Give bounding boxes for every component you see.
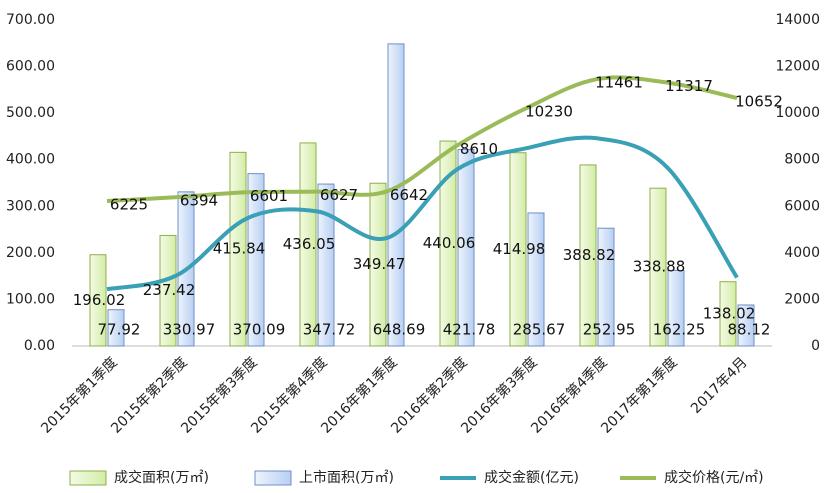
value-label: 388.82	[563, 246, 616, 264]
y-tick-label: 100.00	[6, 291, 55, 307]
value-label: 6627	[320, 186, 358, 204]
y-tick-label: 600.00	[6, 59, 55, 75]
y2-tick-label: 14000	[775, 12, 820, 28]
y2-tick-label: 0	[811, 338, 820, 354]
legend-label: 成交面积(万㎡)	[114, 469, 209, 486]
value-label: 6642	[390, 186, 428, 204]
bar	[159, 234, 177, 347]
value-label: 421.78	[443, 321, 496, 339]
legend-swatch	[254, 470, 292, 486]
value-label: 8610	[460, 140, 498, 158]
value-label: 10230	[525, 102, 573, 120]
value-label: 330.97	[163, 321, 216, 339]
y2-tick-label: 12000	[775, 59, 820, 75]
value-label: 11317	[665, 77, 713, 95]
y-tick-label: 200.00	[6, 245, 55, 261]
bar	[457, 149, 475, 347]
y-tick-label: 0.00	[24, 338, 55, 354]
value-label: 162.25	[653, 321, 706, 339]
value-label: 436.05	[283, 235, 336, 253]
y2-tick-label: 10000	[775, 105, 820, 121]
y-tick-label: 400.00	[6, 152, 55, 168]
value-label: 338.88	[633, 258, 686, 276]
value-label: 252.95	[583, 321, 636, 339]
bar	[317, 183, 335, 347]
legend-label: 成交价格(元/㎡)	[664, 469, 764, 486]
bar	[387, 43, 405, 347]
value-label: 6601	[250, 187, 288, 205]
legend-label: 上市面积(万㎡)	[299, 469, 394, 486]
line	[106, 135, 739, 292]
bar	[579, 164, 597, 347]
bar	[229, 151, 247, 347]
bar	[439, 140, 457, 347]
value-label: 196.02	[73, 291, 126, 309]
value-label: 138.02	[703, 304, 756, 322]
value-label: 88.12	[728, 321, 771, 339]
bar	[369, 182, 387, 347]
y-tick-label: 700.00	[6, 12, 55, 28]
x-tick-label: 2017年4月	[688, 354, 751, 417]
value-label: 6394	[180, 192, 218, 210]
value-label: 370.09	[233, 321, 286, 339]
value-label: 285.67	[513, 321, 566, 339]
value-label: 77.92	[98, 321, 141, 339]
value-label: 6225	[110, 196, 148, 214]
y2-tick-label: 6000	[784, 198, 820, 214]
y-tick-label: 500.00	[6, 105, 55, 121]
bar	[527, 212, 545, 347]
value-label: 648.69	[373, 321, 426, 339]
value-label: 440.06	[423, 234, 476, 252]
line	[106, 75, 738, 204]
value-label: 10652	[735, 92, 783, 110]
legend-label: 成交金额(亿元)	[484, 469, 579, 486]
legend-swatch	[69, 470, 107, 486]
y-tick-label: 300.00	[6, 198, 55, 214]
bar	[667, 269, 685, 347]
bar	[719, 281, 737, 347]
value-label: 11461	[595, 74, 643, 92]
bar	[89, 254, 107, 347]
value-label: 414.98	[493, 240, 546, 258]
bar	[509, 152, 527, 347]
value-label: 349.47	[353, 255, 406, 273]
y2-tick-label: 8000	[784, 152, 820, 168]
bar	[597, 227, 615, 347]
y2-tick-label: 2000	[784, 291, 820, 307]
bar	[107, 309, 125, 347]
value-label: 237.42	[143, 281, 196, 299]
y2-tick-label: 4000	[784, 245, 820, 261]
value-label: 347.72	[303, 321, 356, 339]
value-label: 415.84	[213, 240, 266, 258]
bar	[737, 304, 755, 347]
bar	[649, 187, 667, 347]
